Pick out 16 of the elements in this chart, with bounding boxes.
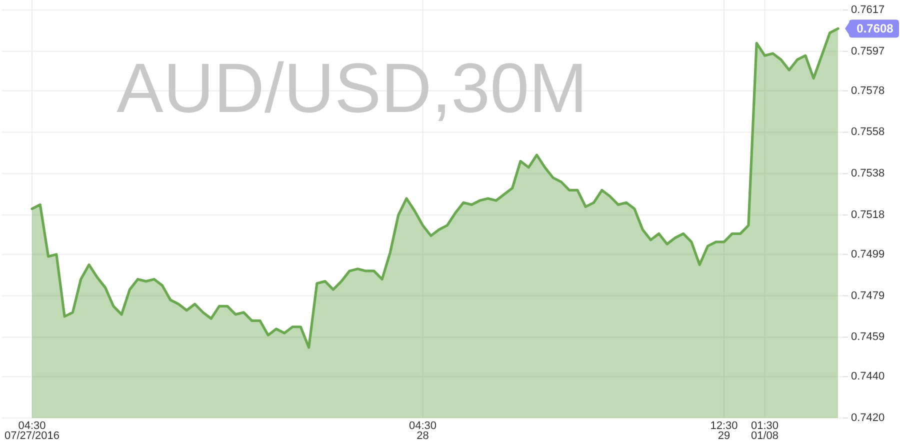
- y-tick-label: 0.7499: [851, 248, 885, 260]
- y-tick-label: 0.7597: [851, 45, 885, 58]
- y-tick-label: 0.7440: [851, 370, 885, 383]
- y-tick-label: 0.7617: [851, 4, 885, 16]
- y-tick-label: 0.7518: [851, 209, 885, 222]
- x-tick-label: 12:30 29: [710, 420, 738, 442]
- y-tick-label: 0.7479: [851, 290, 885, 302]
- x-tick-label: 04:30 28: [409, 420, 437, 442]
- y-tick-label: 0.7420: [851, 412, 885, 424]
- y-tick-label: 0.7578: [851, 84, 885, 97]
- x-tick-label: 04:30 07/27/2016: [4, 420, 60, 442]
- y-tick-label: 0.7558: [851, 126, 885, 138]
- text: 0.7608: [856, 22, 894, 36]
- y-tick-label: 0.7459: [851, 331, 885, 344]
- x-tick-label: 01:30 01/08: [750, 420, 778, 442]
- y-tick-label: 0.7538: [851, 168, 885, 180]
